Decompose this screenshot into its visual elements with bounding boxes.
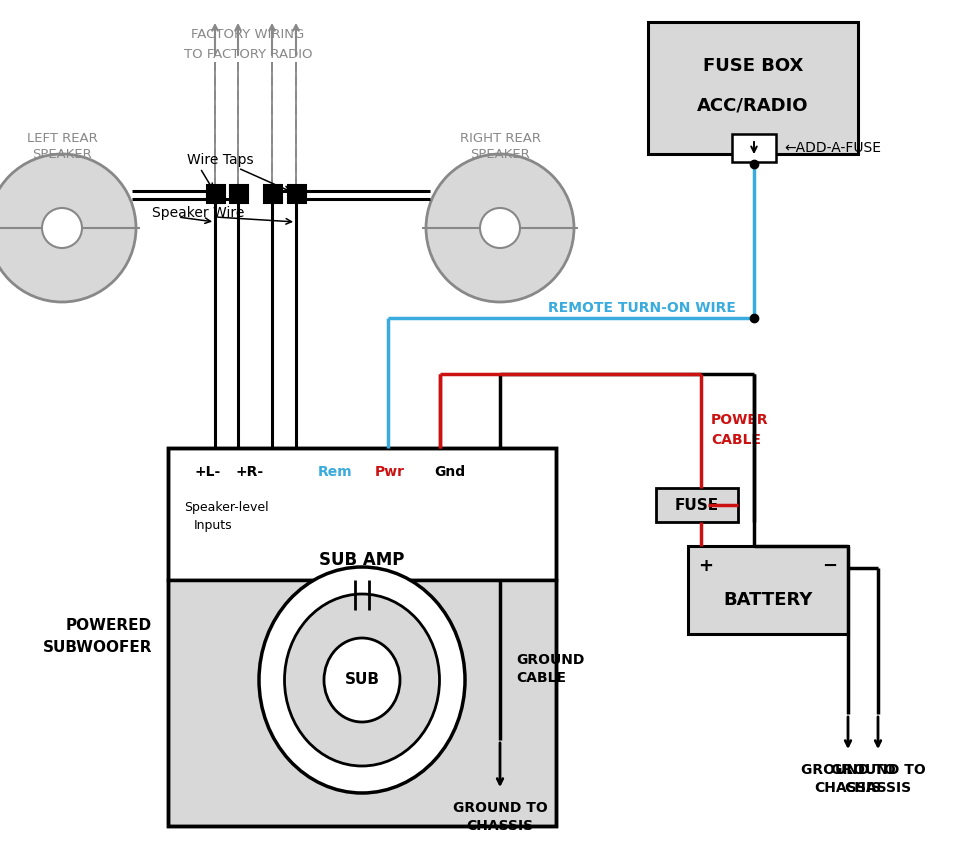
Text: GROUND TO: GROUND TO <box>452 801 547 815</box>
Text: POWERED: POWERED <box>65 618 151 632</box>
Text: SUBWOOFER: SUBWOOFER <box>42 639 151 655</box>
Circle shape <box>480 208 520 248</box>
Text: CHASSIS: CHASSIS <box>843 781 911 795</box>
Text: SPEAKER: SPEAKER <box>470 148 530 161</box>
Ellipse shape <box>323 638 400 722</box>
Ellipse shape <box>284 594 439 766</box>
Bar <box>687 546 847 634</box>
Text: SPEAKER: SPEAKER <box>32 148 92 161</box>
Bar <box>656 488 738 522</box>
Text: Rem: Rem <box>318 465 352 479</box>
Text: Gnd: Gnd <box>434 465 465 479</box>
Bar <box>731 134 775 162</box>
Text: LEFT REAR: LEFT REAR <box>26 131 98 144</box>
Bar <box>287 185 306 203</box>
Text: ←ADD-A-FUSE: ←ADD-A-FUSE <box>784 141 880 155</box>
Text: CABLE: CABLE <box>516 671 566 685</box>
Text: FUSE: FUSE <box>674 497 718 513</box>
Text: SUB: SUB <box>344 673 379 687</box>
Bar <box>230 185 248 203</box>
Circle shape <box>426 154 573 302</box>
Text: +L-: +L- <box>194 465 221 479</box>
Bar <box>168 580 556 826</box>
Text: ACC/RADIO: ACC/RADIO <box>697 97 808 115</box>
Text: +R-: +R- <box>235 465 264 479</box>
Bar <box>168 448 556 580</box>
Text: −: − <box>822 557 836 575</box>
Text: REMOTE TURN-ON WIRE: REMOTE TURN-ON WIRE <box>547 301 735 315</box>
Text: Speaker Wire: Speaker Wire <box>151 206 244 220</box>
Bar <box>207 185 225 203</box>
Text: CABLE: CABLE <box>710 433 760 447</box>
Text: FACTORY WIRING: FACTORY WIRING <box>191 28 304 41</box>
Circle shape <box>42 208 82 248</box>
Text: POWER: POWER <box>710 413 768 427</box>
Text: Pwr: Pwr <box>374 465 404 479</box>
Text: RIGHT REAR: RIGHT REAR <box>459 131 540 144</box>
Bar <box>648 22 857 154</box>
Circle shape <box>0 154 136 302</box>
Text: +: + <box>698 557 713 575</box>
Text: FUSE BOX: FUSE BOX <box>702 57 802 75</box>
Text: CHASSIS: CHASSIS <box>814 781 880 795</box>
Text: BATTERY: BATTERY <box>723 591 812 609</box>
Bar <box>168 448 556 826</box>
Ellipse shape <box>259 567 464 793</box>
Text: GROUND TO: GROUND TO <box>829 763 924 777</box>
Text: GROUND TO: GROUND TO <box>800 763 895 777</box>
Text: GROUND: GROUND <box>516 653 584 667</box>
Text: CHASSIS: CHASSIS <box>466 819 533 833</box>
Text: SUB AMP: SUB AMP <box>319 551 404 569</box>
Text: Inputs: Inputs <box>193 520 233 533</box>
Text: Speaker-level: Speaker-level <box>184 502 269 515</box>
Text: Wire Taps: Wire Taps <box>187 153 253 167</box>
Bar <box>264 185 281 203</box>
Text: TO FACTORY RADIO: TO FACTORY RADIO <box>184 47 312 60</box>
